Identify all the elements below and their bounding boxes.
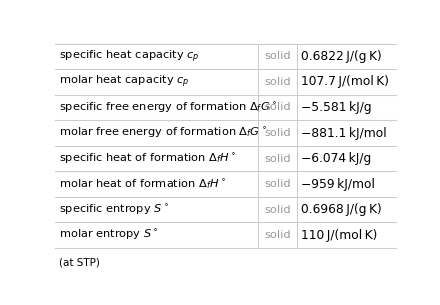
Text: −6.074 kJ/g: −6.074 kJ/g (301, 152, 371, 165)
Text: molar heat of formation $\Delta_f H^\circ$: molar heat of formation $\Delta_f H^\cir… (59, 177, 226, 191)
Text: solid: solid (264, 52, 291, 61)
Text: solid: solid (264, 205, 291, 215)
Text: 107.7 J/(mol K): 107.7 J/(mol K) (301, 75, 389, 88)
Text: solid: solid (264, 154, 291, 163)
Text: specific free energy of formation $\Delta_f G^\circ$: specific free energy of formation $\Delt… (59, 100, 277, 115)
Text: molar heat capacity $c_p$: molar heat capacity $c_p$ (59, 74, 189, 90)
Text: specific heat of formation $\Delta_f H^\circ$: specific heat of formation $\Delta_f H^\… (59, 152, 236, 166)
Text: specific heat capacity $c_p$: specific heat capacity $c_p$ (59, 48, 200, 65)
Text: specific entropy $S^\circ$: specific entropy $S^\circ$ (59, 203, 169, 217)
Text: molar free energy of formation $\Delta_f G^\circ$: molar free energy of formation $\Delta_f… (59, 126, 267, 140)
Text: solid: solid (264, 230, 291, 240)
Text: (at STP): (at STP) (59, 257, 100, 267)
Text: −881.1 kJ/mol: −881.1 kJ/mol (301, 127, 387, 139)
Text: solid: solid (264, 77, 291, 87)
Text: solid: solid (264, 179, 291, 189)
Text: 0.6822 J/(g K): 0.6822 J/(g K) (301, 50, 382, 63)
Text: solid: solid (264, 102, 291, 113)
Text: solid: solid (264, 128, 291, 138)
Text: 0.6968 J/(g K): 0.6968 J/(g K) (301, 203, 382, 216)
Text: −959 kJ/mol: −959 kJ/mol (301, 178, 375, 191)
Text: molar entropy $S^\circ$: molar entropy $S^\circ$ (59, 228, 159, 242)
Text: 110 J/(mol K): 110 J/(mol K) (301, 229, 378, 242)
Text: −5.581 kJ/g: −5.581 kJ/g (301, 101, 372, 114)
